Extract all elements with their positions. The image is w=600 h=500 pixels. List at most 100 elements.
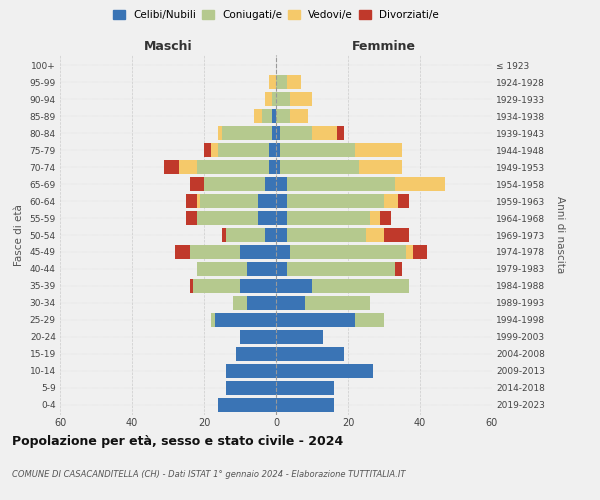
Bar [276,126,280,140]
Bar [287,211,370,225]
Bar [215,313,276,327]
Bar [222,228,226,242]
Bar [197,262,247,276]
Bar [236,347,276,361]
Bar [247,296,276,310]
Bar [276,177,287,191]
Bar [305,296,370,310]
Bar [287,228,366,242]
Bar [269,75,276,89]
Bar [211,313,215,327]
Bar [190,245,240,259]
Bar [287,262,395,276]
Bar [211,143,218,157]
Bar [276,160,280,174]
Bar [290,109,308,123]
Bar [276,347,344,361]
Bar [190,177,204,191]
Bar [222,126,272,140]
Text: COMUNE DI CASACANDITELLA (CH) - Dati ISTAT 1° gennaio 2024 - Elaborazione TUTTIT: COMUNE DI CASACANDITELLA (CH) - Dati IST… [12,470,406,479]
Bar [258,211,276,225]
Bar [287,177,395,191]
Bar [276,194,287,208]
Bar [276,381,334,395]
Bar [395,262,402,276]
Bar [226,364,276,378]
Bar [384,194,398,208]
Y-axis label: Fasce di età: Fasce di età [14,204,24,266]
Bar [276,296,305,310]
Bar [218,143,269,157]
Bar [272,126,276,140]
Bar [186,194,197,208]
Bar [186,211,197,225]
Bar [254,109,262,123]
Bar [276,228,287,242]
Bar [337,126,344,140]
Bar [276,364,373,378]
Bar [370,211,380,225]
Bar [200,194,258,208]
Bar [406,245,413,259]
Bar [218,126,222,140]
Bar [190,279,193,293]
Bar [197,194,200,208]
Bar [265,177,276,191]
Text: Maschi: Maschi [143,40,193,54]
Bar [240,330,276,344]
Bar [197,160,269,174]
Bar [276,313,355,327]
Bar [276,245,290,259]
Bar [262,109,272,123]
Bar [287,75,301,89]
Bar [193,279,240,293]
Text: Popolazione per età, sesso e stato civile - 2024: Popolazione per età, sesso e stato civil… [12,435,343,448]
Bar [398,194,409,208]
Bar [240,245,276,259]
Bar [359,160,402,174]
Bar [276,279,312,293]
Bar [280,143,355,157]
Bar [395,177,445,191]
Bar [290,92,312,106]
Bar [269,143,276,157]
Y-axis label: Anni di nascita: Anni di nascita [555,196,565,274]
Bar [247,262,276,276]
Bar [233,296,247,310]
Legend: Celibi/Nubili, Coniugati/e, Vedovi/e, Divorziati/e: Celibi/Nubili, Coniugati/e, Vedovi/e, Di… [113,10,439,20]
Bar [276,143,280,157]
Text: Femmine: Femmine [352,40,416,54]
Bar [226,228,265,242]
Bar [280,126,312,140]
Bar [175,245,190,259]
Bar [265,92,272,106]
Bar [276,92,290,106]
Bar [272,109,276,123]
Bar [312,126,337,140]
Bar [276,211,287,225]
Bar [366,228,384,242]
Bar [380,211,391,225]
Bar [164,160,179,174]
Bar [384,228,409,242]
Bar [276,109,290,123]
Bar [197,211,258,225]
Bar [413,245,427,259]
Bar [355,313,384,327]
Bar [312,279,409,293]
Bar [287,194,384,208]
Bar [204,177,265,191]
Bar [276,398,334,412]
Bar [204,143,211,157]
Bar [226,381,276,395]
Bar [258,194,276,208]
Bar [276,330,323,344]
Bar [269,160,276,174]
Bar [272,92,276,106]
Bar [265,228,276,242]
Bar [240,279,276,293]
Bar [290,245,406,259]
Bar [218,398,276,412]
Bar [276,262,287,276]
Bar [280,160,359,174]
